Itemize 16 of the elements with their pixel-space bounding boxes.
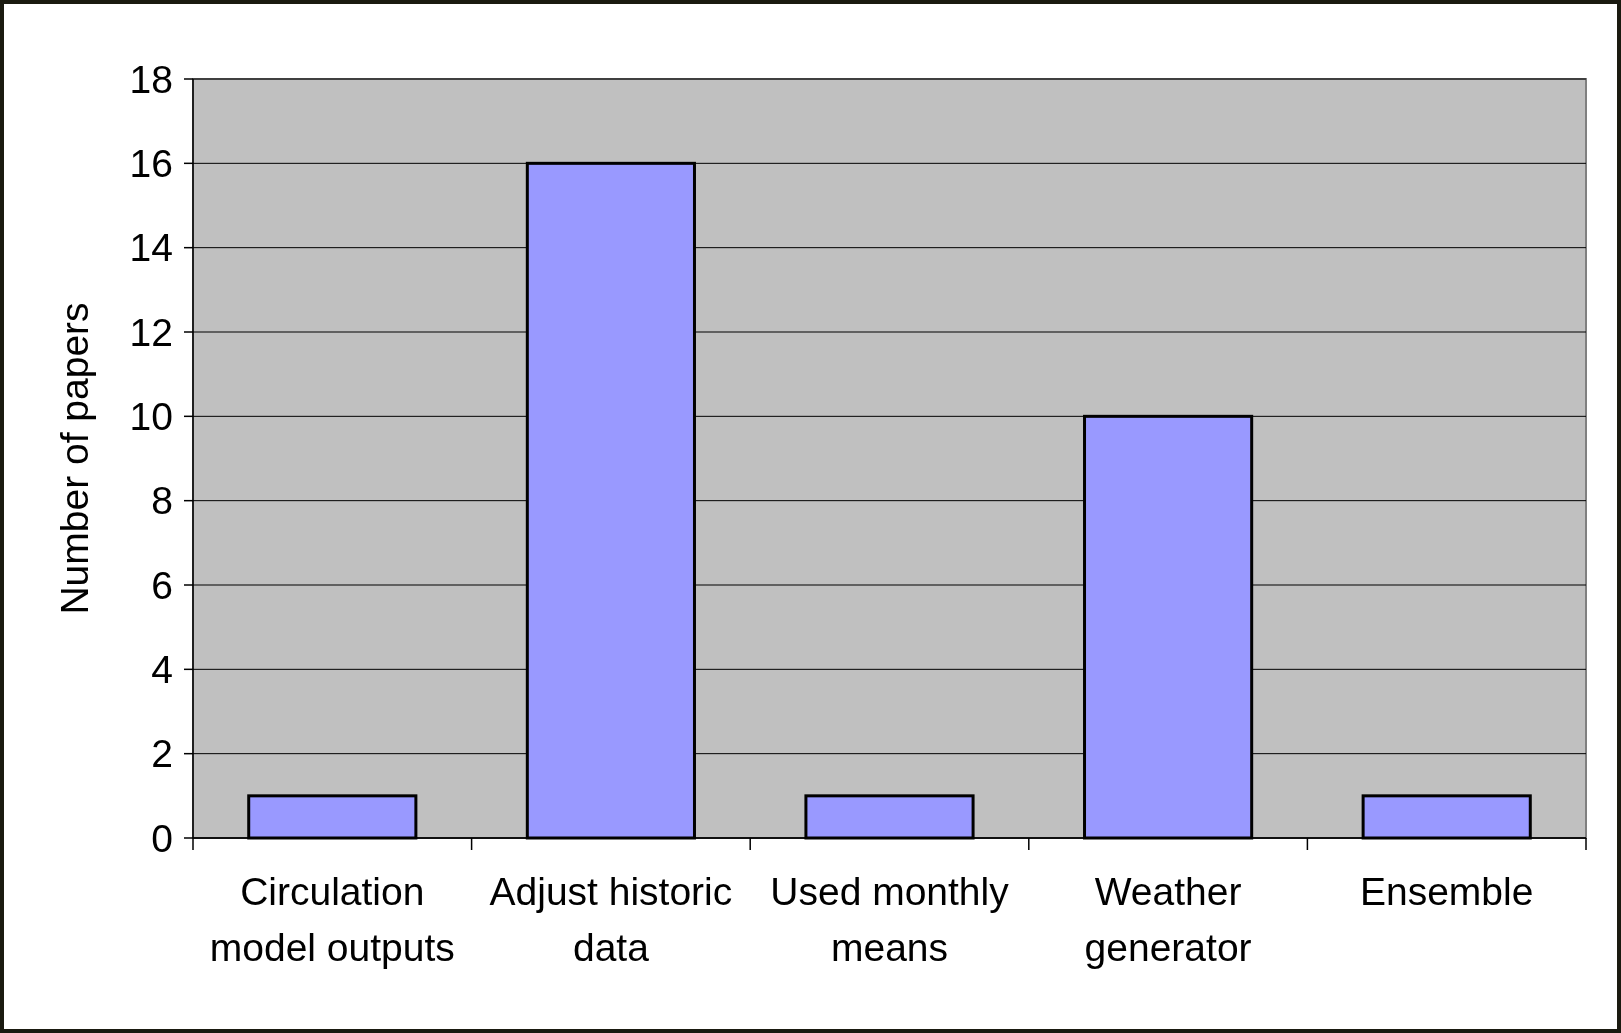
y-tick-label: 4 xyxy=(151,647,173,691)
x-tick-label: Circulation model outputs xyxy=(209,870,455,969)
x-tick-label: Ensemble xyxy=(1359,870,1534,913)
y-tick-label: 2 xyxy=(151,732,173,776)
y-tick-label: 0 xyxy=(151,816,173,860)
y-tick-label: 18 xyxy=(129,57,173,101)
y-tick-label: 8 xyxy=(151,479,173,523)
y-tick-label: 14 xyxy=(129,226,173,270)
y-tick-label: 6 xyxy=(151,563,173,607)
y-tick-label: 12 xyxy=(129,310,173,354)
y-tick-label: 16 xyxy=(129,141,173,185)
x-tick-label: Weather generator xyxy=(1084,870,1252,969)
x-tick-label: Adjust historic data xyxy=(489,870,733,969)
y-axis-title: Number of papers xyxy=(53,302,96,615)
y-tick-label: 10 xyxy=(129,394,173,438)
x-tick-label: Used monthly means xyxy=(770,870,1010,969)
